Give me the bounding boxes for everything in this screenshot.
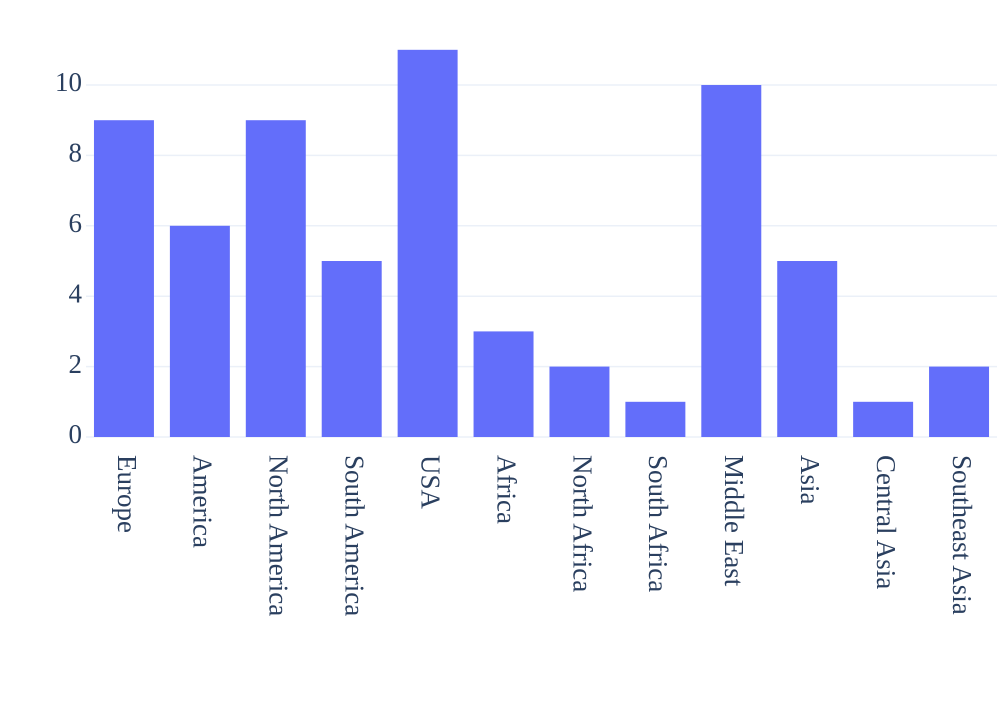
x-tick-label: America	[188, 455, 218, 548]
x-tick-label: Europe	[112, 455, 142, 533]
bar	[397, 49, 458, 438]
bar	[245, 120, 306, 437]
y-tick-label: 0	[69, 419, 83, 449]
y-tick-label: 10	[55, 67, 82, 97]
bar	[929, 366, 990, 437]
y-tick-label: 2	[69, 349, 83, 379]
x-tick-label: Asia	[795, 455, 825, 505]
x-tick-label: South Africa	[643, 455, 673, 592]
x-tick-label: Southeast Asia	[947, 455, 977, 615]
x-tick-label: North America	[264, 455, 294, 616]
y-tick-label: 6	[69, 208, 83, 238]
y-tick-label: 4	[69, 278, 83, 308]
x-tick-label: South America	[340, 455, 370, 616]
x-tick-label: Central Asia	[871, 455, 901, 589]
bar	[321, 261, 382, 437]
y-tick-label: 8	[69, 138, 83, 168]
bar	[473, 331, 534, 437]
bar	[625, 401, 686, 437]
bar	[777, 261, 838, 437]
bar	[169, 225, 230, 437]
x-tick-label: Middle East	[719, 455, 749, 587]
bar	[549, 366, 610, 437]
bar	[853, 401, 914, 437]
x-tick-label: North Africa	[567, 455, 597, 592]
x-tick-label: USA	[415, 455, 445, 510]
bar	[93, 120, 154, 437]
bar	[701, 85, 762, 437]
x-tick-label: Africa	[491, 455, 521, 524]
